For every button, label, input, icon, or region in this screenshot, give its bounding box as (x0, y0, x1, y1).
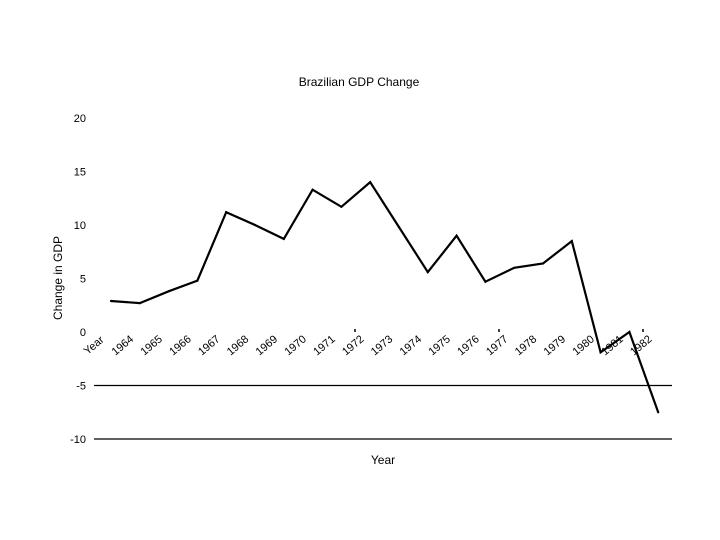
x-tick-label: 1964 (110, 333, 136, 358)
y-tick-label: 20 (74, 113, 86, 125)
chart-title: Brazilian GDP Change (299, 75, 420, 89)
x-tick-label: 1976 (455, 333, 481, 358)
data-point (311, 188, 314, 191)
data-point (340, 205, 343, 208)
y-tick-label: 15 (74, 167, 86, 179)
x-tick-label: 1973 (369, 333, 395, 358)
x-tick-label: 1972 (340, 333, 366, 358)
x-tick-label: 1971 (311, 333, 337, 358)
data-point (657, 411, 660, 414)
series-layer (109, 180, 660, 414)
data-point (225, 211, 228, 214)
data-point (484, 280, 487, 283)
data-point (253, 223, 257, 227)
x-tick-label: 1970 (282, 333, 308, 358)
x-axis-label: Year (371, 453, 395, 467)
data-point (138, 302, 141, 305)
data-point (513, 266, 516, 269)
x-tick-label: 1979 (542, 333, 568, 358)
gdp-series-line (110, 180, 660, 413)
data-point (426, 270, 429, 274)
x-tick-label: 1967 (196, 333, 222, 358)
data-point (167, 290, 170, 293)
x-tick-label: 1978 (513, 333, 539, 358)
x-tick-label: 1975 (426, 333, 452, 358)
x-tick-labels: Year 1964 1965 1966 1967 1968 1969 1970 1971 1972… (82, 333, 655, 358)
x-tick-label: 1968 (225, 333, 251, 358)
x-tick-marks (354, 329, 644, 332)
data-point (196, 279, 199, 282)
x-tick-label: 1965 (138, 333, 164, 358)
x-tick-label: 1974 (398, 333, 424, 358)
data-point (455, 234, 458, 237)
data-point (628, 330, 631, 334)
y-tick-label: 0 (80, 327, 86, 339)
y-axis-label: Change in GDP (51, 236, 65, 320)
y-tick-label: 5 (80, 274, 86, 286)
data-point (599, 351, 602, 354)
data-point (397, 226, 401, 229)
x-tick-label: 1969 (254, 333, 280, 358)
data-point (541, 262, 545, 265)
x-tick-label: 1980 (570, 333, 596, 358)
x-tick-label: 1966 (167, 333, 193, 358)
y-tick-label: 10 (74, 220, 86, 232)
data-point (369, 181, 372, 184)
y-tick-label: -5 (76, 381, 86, 393)
reference-lines (94, 384, 672, 440)
data-point (109, 299, 113, 303)
y-tick-label: -10 (70, 434, 86, 446)
x-tick-label: 1977 (484, 333, 510, 358)
data-point (570, 239, 573, 243)
y-tick-labels: 20 15 10 5 0 -5 -10 (70, 113, 86, 446)
data-point (282, 237, 285, 241)
